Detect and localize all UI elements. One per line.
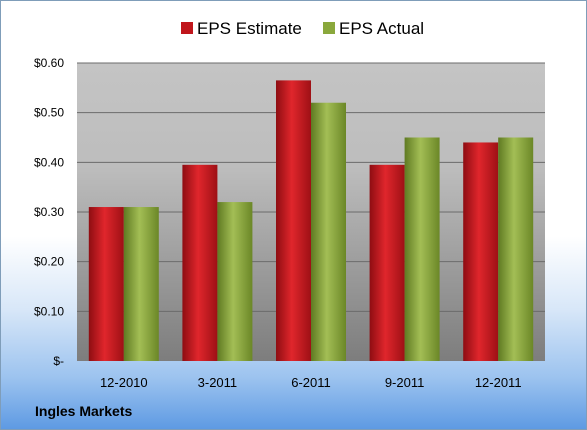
y-tick-label: $0.60: [34, 56, 64, 70]
legend: EPS Estimate EPS Actual: [181, 19, 424, 38]
bar-eps-actual: [123, 207, 159, 361]
bar-eps-estimate: [276, 80, 311, 361]
x-category-label: 9-2011: [385, 375, 425, 390]
y-tick-label: $-: [53, 354, 64, 368]
bars: [88, 80, 534, 361]
legend-label-estimate: EPS Estimate: [197, 19, 302, 38]
bar-eps-actual: [311, 102, 346, 361]
y-tick-label: $0.30: [34, 205, 64, 219]
y-tick-label: $0.40: [34, 155, 64, 169]
y-tick-label: $0.20: [34, 255, 64, 269]
legend-swatch-actual: [323, 22, 335, 34]
bar-eps-actual: [498, 137, 534, 361]
bar-eps-estimate: [182, 164, 218, 361]
bar-eps-actual: [404, 137, 440, 361]
bar-eps-estimate: [463, 142, 499, 361]
y-tick-label: $0.50: [34, 106, 64, 120]
bar-eps-estimate: [88, 207, 124, 361]
x-category-label: 3-2011: [198, 375, 238, 390]
legend-label-actual: EPS Actual: [339, 19, 424, 38]
bar-eps-actual: [217, 202, 253, 361]
x-category-label: 6-2011: [291, 375, 331, 390]
legend-swatch-estimate: [181, 22, 193, 34]
x-axis-categories: 12-2010 3-2011 6-2011 9-2011 12-2011: [100, 375, 522, 390]
y-axis-ticks: $- $0.10 $0.20 $0.30 $0.40 $0.50 $0.60: [34, 56, 64, 368]
x-category-label: 12-2010: [100, 375, 148, 390]
company-name: Ingles Markets: [35, 403, 133, 419]
bar-eps-estimate: [369, 164, 405, 361]
x-category-label: 12-2011: [475, 375, 522, 390]
y-tick-label: $0.10: [34, 304, 64, 318]
